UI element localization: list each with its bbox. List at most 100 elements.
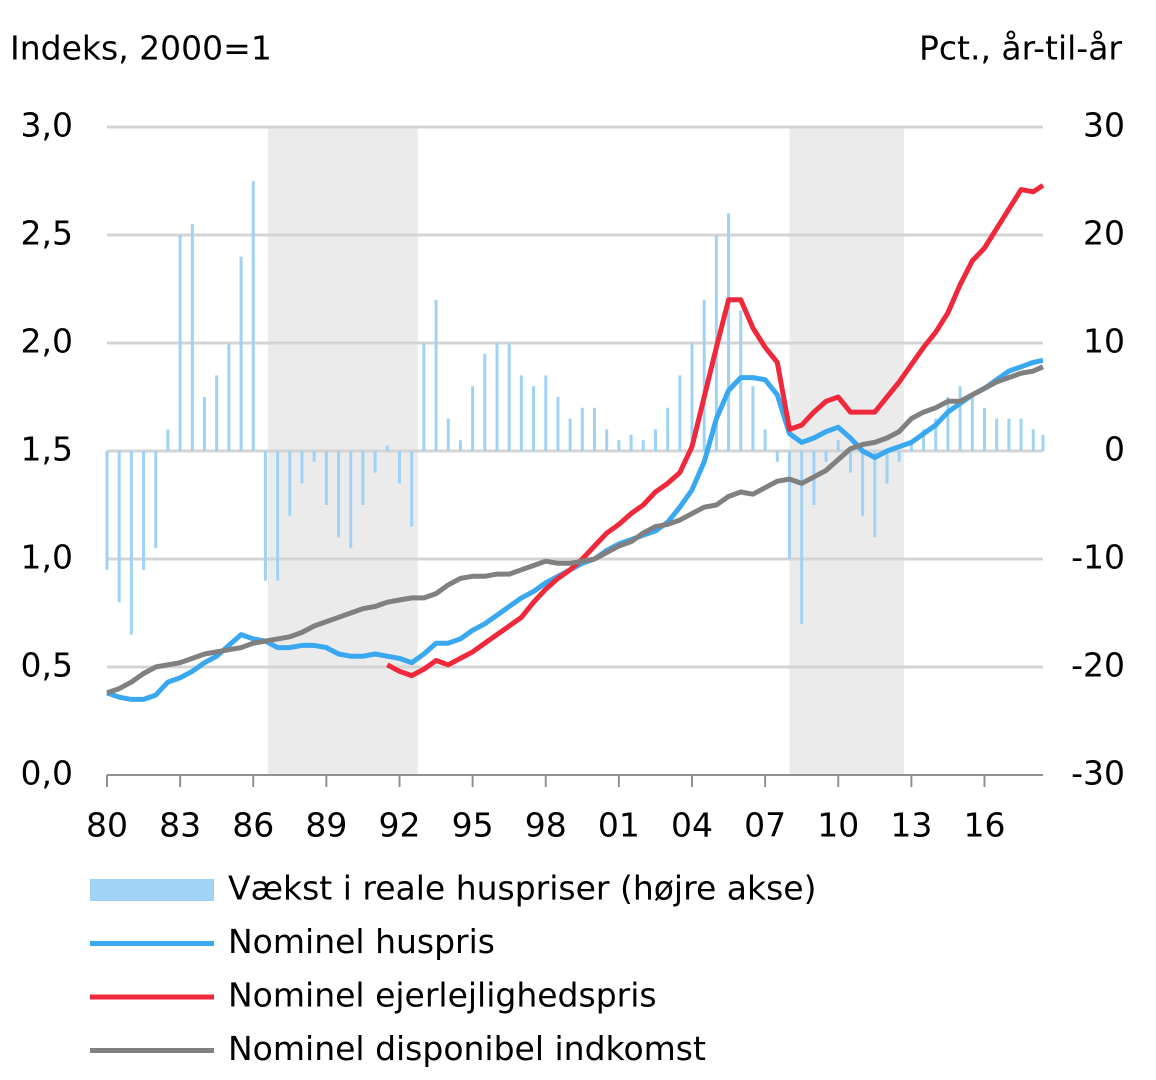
bar: [861, 451, 865, 516]
bar: [629, 434, 633, 451]
bar: [885, 451, 889, 484]
bar: [519, 375, 523, 451]
x-tick-label: 80: [86, 806, 128, 845]
bar: [788, 451, 791, 559]
bar: [824, 451, 828, 462]
bar: [483, 353, 487, 451]
bar: [129, 451, 133, 635]
bar: [190, 224, 194, 451]
x-tick-label: 01: [598, 806, 640, 845]
x-tick-label: 98: [525, 806, 567, 845]
bar: [653, 429, 657, 451]
bar: [593, 407, 596, 451]
bar: [946, 397, 950, 451]
y-tick-label: 1,5: [21, 430, 73, 469]
bar: [897, 451, 901, 462]
y-tick-label: 2,5: [21, 214, 73, 253]
bar: [215, 375, 219, 451]
legend-swatch: [90, 879, 214, 901]
line-series: [386, 183, 1045, 679]
y-axis-label: Indeks, 2000=1: [10, 29, 272, 68]
bar: [873, 451, 877, 538]
bar: [276, 451, 280, 581]
bar: [751, 386, 755, 451]
x-tick-label: 86: [232, 806, 274, 845]
bar: [324, 451, 328, 505]
bar: [507, 343, 511, 451]
line-series: [106, 364, 1045, 696]
bar: [166, 429, 170, 451]
bar: [678, 375, 682, 451]
bar: [775, 451, 779, 462]
bar: [154, 451, 158, 549]
bar: [471, 386, 475, 451]
bar: [702, 299, 706, 451]
x-tick-label: 83: [159, 806, 201, 845]
x-tick-label: 89: [305, 806, 347, 845]
bar: [385, 445, 389, 451]
bar: [312, 451, 316, 462]
legend-label: Vækst i reale huspriser (højre akse): [228, 869, 816, 908]
bar: [800, 451, 804, 624]
bar: [1041, 434, 1045, 451]
bar: [105, 451, 109, 570]
y2-tick-label: 20: [1083, 214, 1125, 253]
y-tick-label: 0,0: [21, 754, 73, 793]
bar: [263, 451, 267, 581]
bar: [227, 343, 231, 451]
bar: [373, 451, 377, 473]
y2-axis-label: Pct., år-til-år: [919, 29, 1122, 68]
y2-tick-label: -30: [1071, 754, 1125, 793]
bar: [1019, 418, 1023, 451]
bar: [117, 451, 121, 603]
bar: [1007, 418, 1011, 451]
legend-label: Nominel ejerlejlighedspris: [228, 976, 657, 1015]
bar: [727, 213, 731, 451]
bar: [983, 407, 986, 451]
bar: [434, 299, 438, 451]
bar: [1031, 429, 1035, 451]
bar: [300, 451, 304, 484]
bar: [690, 343, 694, 451]
bar: [288, 451, 292, 516]
bar: [605, 429, 609, 451]
bar: [361, 451, 365, 505]
bar: [422, 343, 426, 451]
bar: [544, 375, 548, 451]
bar: [763, 429, 767, 451]
bar: [142, 451, 146, 570]
bar: [203, 397, 206, 451]
y-tick-label: 1,0: [21, 538, 73, 577]
bar: [848, 451, 852, 473]
y-tick-label: 3,0: [21, 106, 73, 145]
bar: [532, 386, 536, 451]
bar: [446, 418, 450, 451]
bar: [568, 418, 572, 451]
legend-label: Nominel huspris: [228, 922, 495, 961]
bar: [617, 440, 621, 451]
bar: [337, 451, 341, 538]
bar: [178, 235, 182, 451]
x-tick-label: 10: [817, 806, 859, 845]
bar: [641, 440, 645, 451]
bar: [909, 440, 913, 451]
bar: [580, 407, 584, 451]
bar: [410, 451, 414, 527]
bar: [958, 386, 962, 451]
bar: [836, 440, 840, 451]
bar: [922, 429, 926, 451]
y2-tick-label: -10: [1071, 538, 1125, 577]
x-tick-label: 04: [671, 806, 713, 845]
y-tick-label: 2,0: [21, 322, 73, 361]
bar: [398, 451, 401, 484]
bar: [349, 451, 353, 549]
y2-tick-label: 0: [1104, 430, 1125, 469]
bar: [970, 397, 974, 451]
bar: [251, 181, 255, 451]
bar: [666, 407, 670, 451]
y-tick-label: 0,5: [21, 646, 73, 685]
y2-tick-label: 30: [1083, 106, 1125, 145]
x-tick-label: 92: [379, 806, 421, 845]
legend-label: Nominel disponibel indkomst: [228, 1029, 706, 1068]
